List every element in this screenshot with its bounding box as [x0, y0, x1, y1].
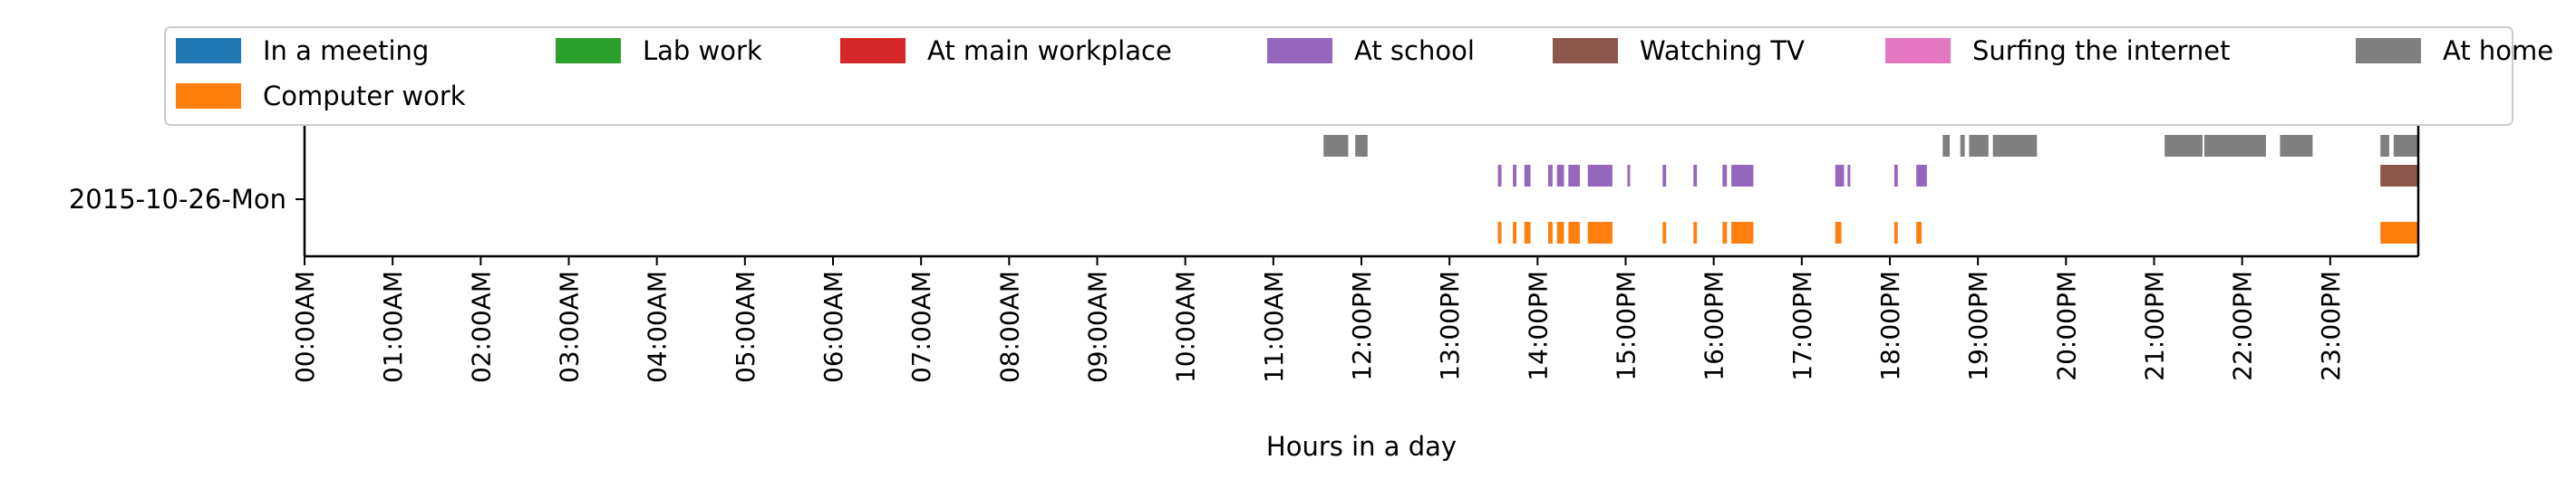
interval-at-school-4 [1556, 165, 1564, 187]
x-tick-label: 19:00PM [1963, 271, 1993, 381]
interval-at-school-3 [1547, 165, 1553, 187]
x-tick-label: 05:00AM [731, 271, 760, 383]
interval-computer-work-7 [1662, 222, 1667, 244]
interval-computer-work-4 [1556, 222, 1564, 244]
legend-swatch-at-home [2356, 38, 2421, 63]
legend-label-at-home: At home [2443, 35, 2553, 66]
interval-at-school-9 [1693, 165, 1698, 187]
legend-label-watching-tv: Watching TV [1640, 35, 1805, 66]
interval-at-school-11 [1731, 165, 1754, 187]
interval-computer-work-13 [1916, 222, 1922, 244]
x-tick-label: 18:00PM [1875, 271, 1905, 381]
x-tick-label: 09:00AM [1083, 271, 1113, 383]
interval-at-school-15 [1916, 165, 1927, 187]
interval-at-school-7 [1627, 165, 1631, 187]
legend-label-at-main-workplace: At main workplace [927, 35, 1172, 66]
interval-at-school-1 [1513, 165, 1517, 187]
legend-label-at-school: At school [1354, 35, 1475, 66]
legend-swatch-in-a-meeting [176, 38, 241, 63]
x-tick-label: 04:00AM [643, 271, 673, 383]
x-tick-label: 11:00AM [1259, 271, 1289, 383]
interval-computer-work-9 [1722, 222, 1728, 244]
interval-at-school-0 [1497, 165, 1502, 187]
x-tick-label: 17:00PM [1787, 271, 1817, 381]
x-tick-label: 13:00PM [1435, 271, 1465, 381]
legend-swatch-watching-tv [1553, 38, 1618, 63]
y-tick-label: 2015-10-26-Mon [69, 184, 286, 215]
interval-computer-work-1 [1513, 222, 1517, 244]
legend-swatch-computer-work [176, 83, 241, 109]
axes: 00:00AM 01:00AM 02:00AM 03:00AM 04:00AM 05:00… [69, 125, 2420, 383]
x-tick-label: 21:00PM [2140, 271, 2170, 381]
x-tick-label: 14:00PM [1523, 271, 1553, 381]
legend-label-surfing-the-internet: Surfing the internet [1972, 35, 2230, 66]
interval-computer-work-8 [1693, 222, 1698, 244]
interval-at-home-7 [2203, 135, 2266, 157]
interval-computer-work-2 [1524, 222, 1531, 244]
interval-at-school-10 [1722, 165, 1728, 187]
legend: In a meeting Lab work At main workplace At … [164, 26, 2553, 126]
x-axis-label: Hours in a day [1266, 431, 1457, 462]
x-tick-label: 20:00PM [2051, 271, 2081, 381]
x-tick-label: 07:00AM [906, 271, 936, 383]
interval-at-home-2 [1942, 135, 1951, 157]
interval-at-school-12 [1835, 165, 1845, 187]
legend-label-in-a-meeting: In a meeting [263, 35, 429, 66]
interval-computer-work-3 [1547, 222, 1553, 244]
x-tick-label: 03:00AM [555, 271, 585, 383]
legend-swatch-lab-work [556, 38, 621, 63]
interval-computer-work-5 [1568, 222, 1580, 244]
interval-at-home-6 [2164, 135, 2203, 157]
interval-at-home-9 [2380, 135, 2389, 157]
interval-at-home-4 [1969, 135, 1989, 157]
x-tick-label: 00:00AM [290, 271, 320, 383]
x-tick-label: 10:00AM [1171, 271, 1201, 383]
x-tick-label: 23:00PM [2316, 271, 2346, 381]
interval-at-home-10 [2393, 135, 2418, 157]
interval-at-school-6 [1587, 165, 1612, 187]
interval-at-home-0 [1323, 135, 1349, 157]
x-tick-label: 08:00AM [994, 271, 1024, 383]
legend-swatch-at-school [1267, 38, 1332, 63]
x-tick-label: 15:00PM [1612, 271, 1641, 381]
interval-watching-tv-0 [2380, 165, 2418, 187]
interval-computer-work-12 [1893, 222, 1898, 244]
legend-swatch-at-main-workplace [840, 38, 905, 63]
x-tick-label: 22:00PM [2228, 271, 2258, 381]
interval-at-school-14 [1893, 165, 1898, 187]
interval-at-home-3 [1960, 135, 1965, 157]
legend-label-lab-work: Lab work [643, 35, 762, 66]
x-tick-label: 12:00PM [1347, 271, 1377, 381]
legend-label-computer-work: Computer work [263, 81, 466, 111]
x-tick-label: 06:00AM [818, 271, 848, 383]
x-tick-label: 02:00AM [466, 271, 496, 383]
x-tick-label: 01:00AM [378, 271, 408, 383]
plot-area [1323, 135, 2418, 244]
x-tick-label: 16:00PM [1700, 271, 1729, 381]
interval-at-school-5 [1568, 165, 1580, 187]
interval-computer-work-10 [1731, 222, 1754, 244]
interval-computer-work-14 [2380, 222, 2418, 244]
interval-at-home-8 [2280, 135, 2313, 157]
interval-at-school-2 [1524, 165, 1531, 187]
interval-at-home-1 [1355, 135, 1368, 157]
legend-swatch-surfing-the-internet [1885, 38, 1951, 63]
interval-at-school-13 [1847, 165, 1851, 187]
interval-computer-work-6 [1587, 222, 1612, 244]
interval-computer-work-0 [1497, 222, 1502, 244]
interval-at-home-5 [1992, 135, 2038, 157]
interval-computer-work-11 [1835, 222, 1842, 244]
interval-at-school-8 [1662, 165, 1667, 187]
